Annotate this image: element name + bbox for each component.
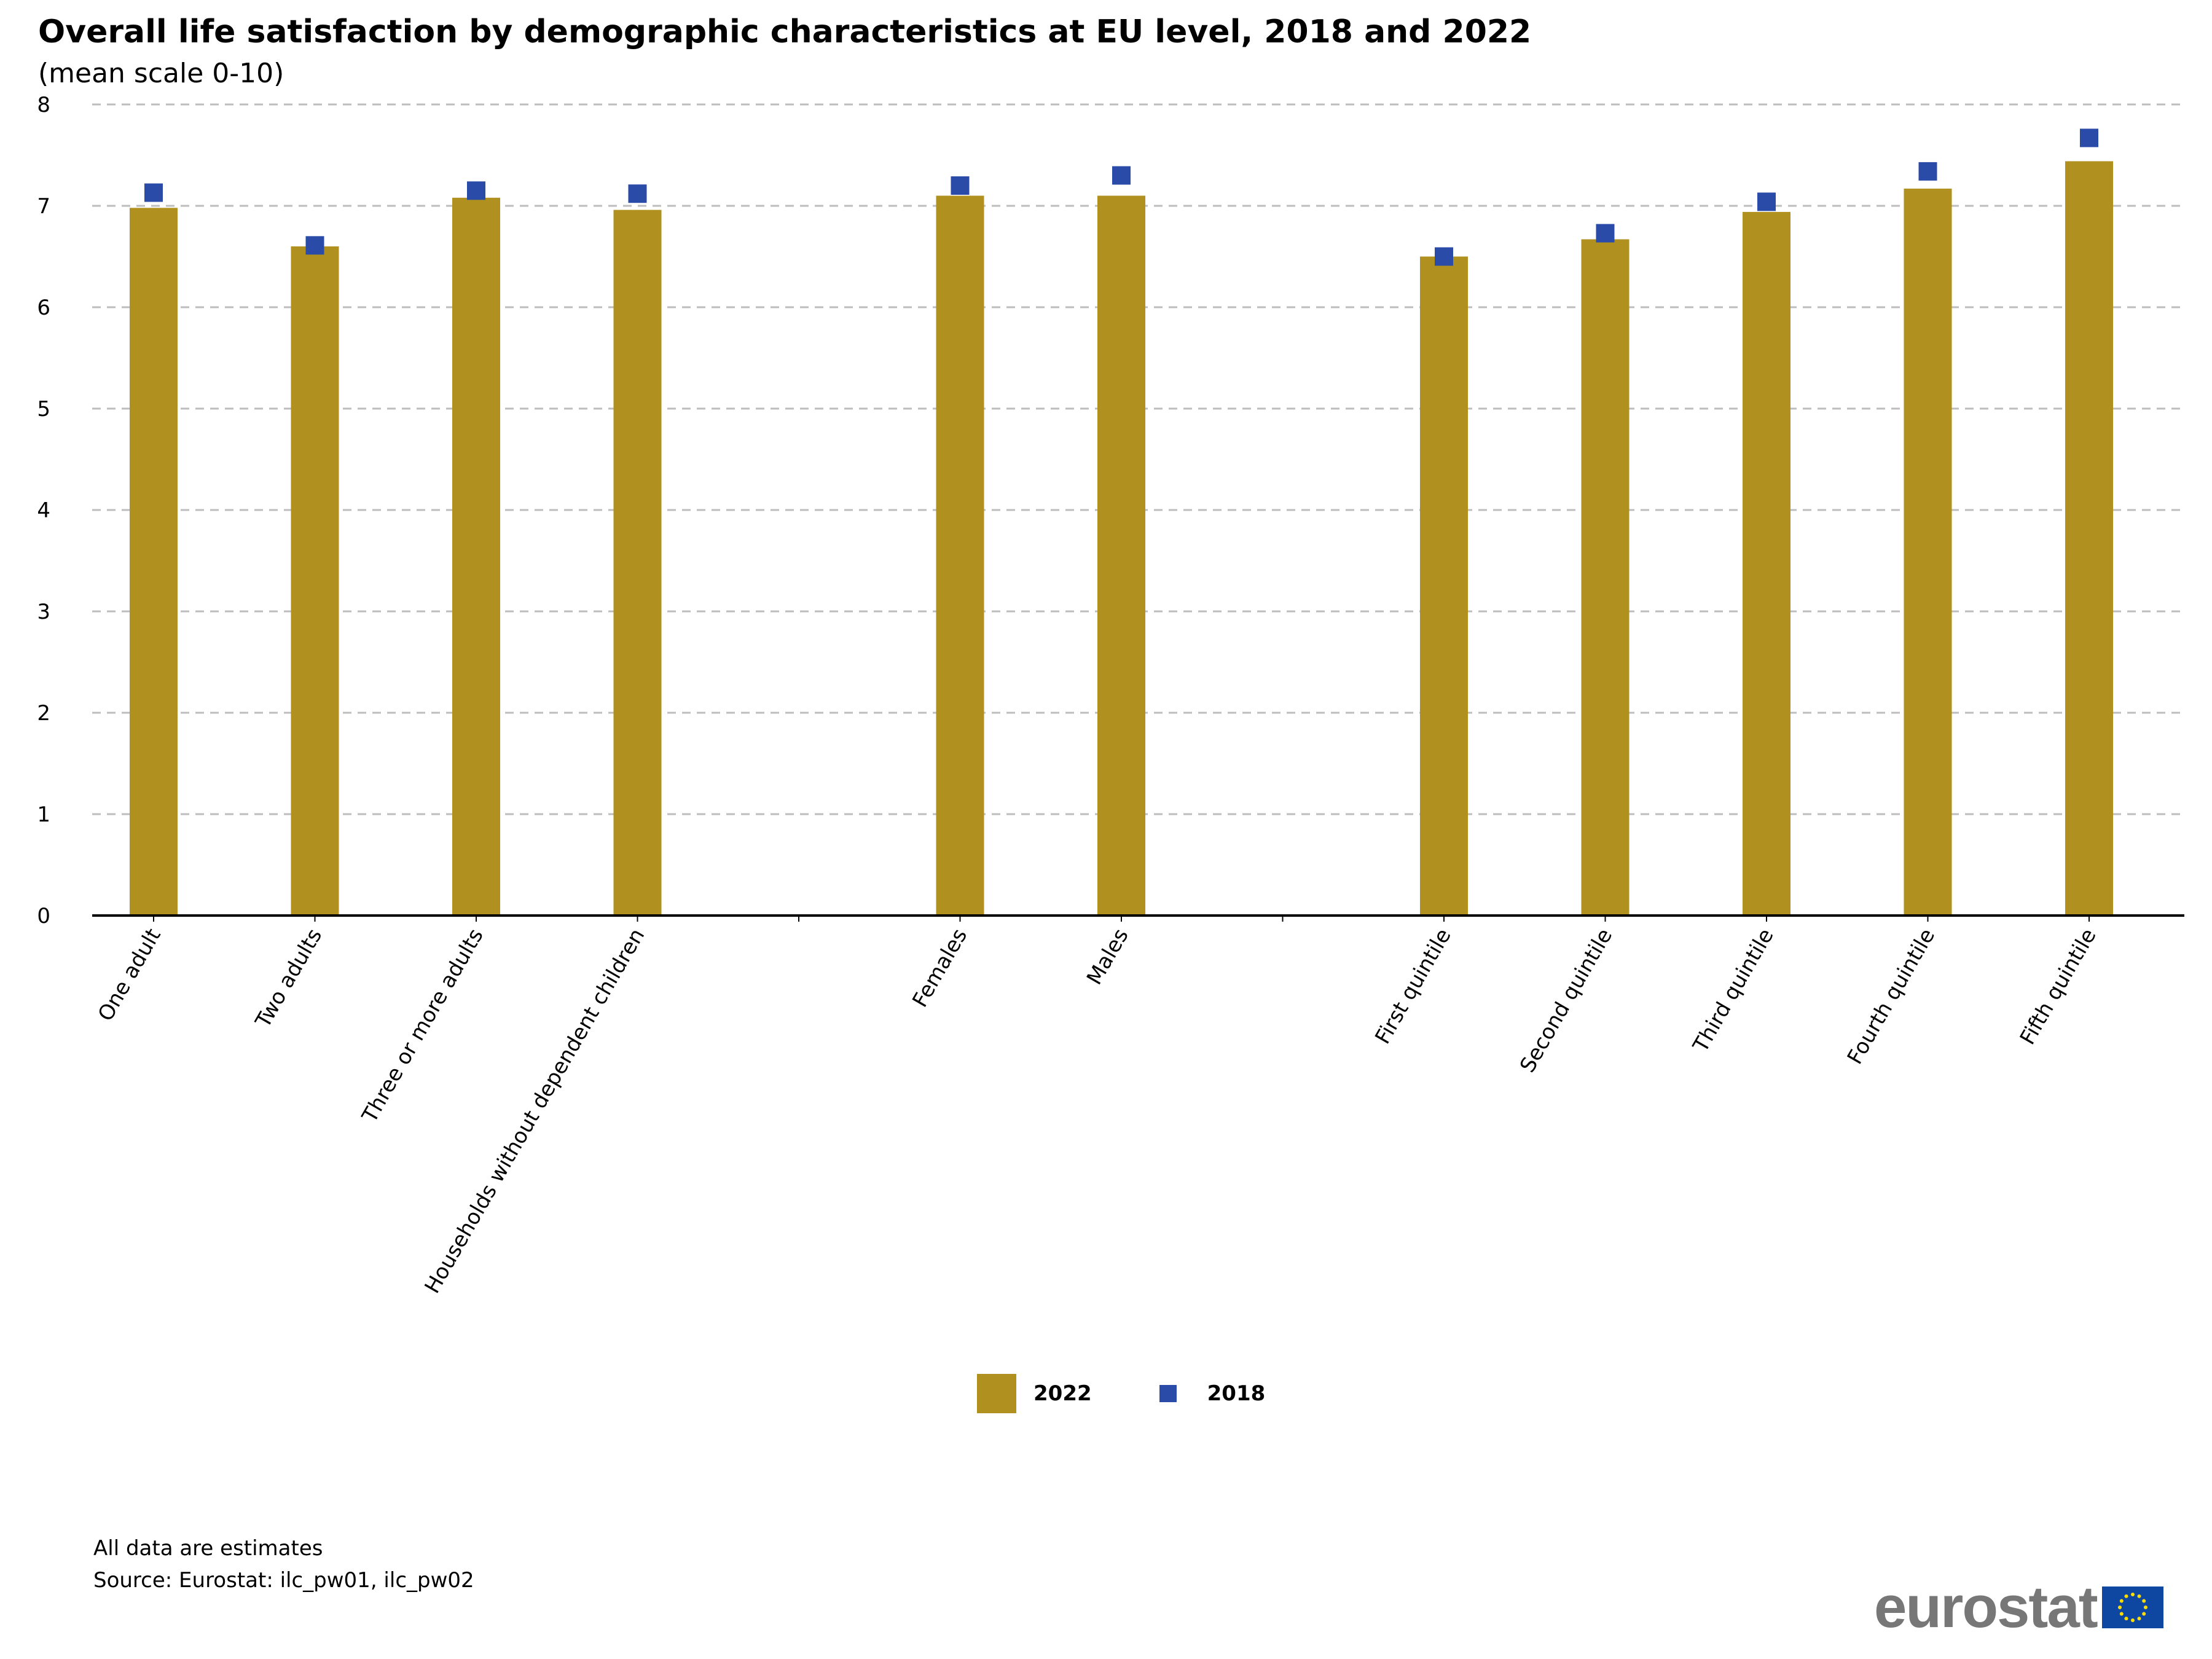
y-tick-label: 3	[37, 600, 50, 624]
bar-2022	[1904, 188, 1952, 916]
x-axis: One adult Two adults Three or more adultsH…	[92, 914, 2184, 1298]
x-tick-label: Third quintile	[1688, 925, 1779, 1057]
marker-2018	[144, 183, 163, 202]
bar-2022	[452, 197, 500, 916]
chart-title: Overall life satisfaction by demographic…	[38, 14, 1532, 50]
marker-2018	[467, 181, 485, 200]
marker-2018	[1918, 162, 1937, 181]
bars-2022	[130, 161, 2113, 916]
y-tick-label: 2	[37, 701, 50, 726]
eurostat-wordmark: eurostat	[1874, 1574, 2098, 1640]
x-tick-label: Fourth quintile	[1843, 925, 1940, 1069]
legend: 2022 2018	[977, 1374, 1265, 1413]
legend-label-2022: 2022	[1033, 1381, 1092, 1406]
y-tick-label: 5	[37, 397, 50, 422]
marker-2018	[305, 236, 324, 255]
bar-2022	[291, 246, 339, 916]
bar-2022	[1581, 239, 1630, 916]
bar-2022	[130, 208, 178, 916]
legend-swatch-2022	[977, 1374, 1016, 1413]
footnote-estimates: All data are estimates	[93, 1536, 323, 1561]
y-axis: 0 1 2 3 4 5 6 7 8	[37, 93, 50, 928]
x-tick-label: Second quintile	[1515, 925, 1617, 1077]
bar-2022	[2065, 161, 2113, 916]
bar-2022	[1743, 211, 1790, 916]
gridlines	[92, 103, 2184, 815]
marker-2018	[1112, 166, 1131, 185]
chart-subtitle: (mean scale 0-10)	[38, 58, 284, 89]
x-tick-label: Two adults	[251, 925, 327, 1033]
eu-flag-icon	[2101, 1586, 2163, 1628]
bar-2022	[1097, 195, 1145, 916]
x-tick-label: Males	[1082, 925, 1134, 989]
footnote-source: Source: Eurostat: ilc_pw01, ilc_pw02	[93, 1568, 474, 1593]
legend-swatch-2018	[1159, 1385, 1177, 1402]
bar-2022	[936, 195, 984, 916]
legend-label-2018: 2018	[1207, 1381, 1266, 1406]
x-tick-label: Females	[908, 925, 972, 1012]
marker-2018	[1757, 192, 1776, 211]
marker-2018	[628, 184, 647, 203]
marker-2018	[2080, 128, 2098, 147]
bar-2022	[1420, 256, 1468, 916]
markers-2018	[144, 128, 2098, 266]
eurostat-logo: eurostat	[1874, 1578, 2163, 1637]
y-tick-label: 4	[37, 498, 50, 523]
bar-2022	[613, 210, 662, 916]
marker-2018	[951, 176, 970, 195]
y-tick-label: 1	[37, 802, 50, 827]
x-tick-label: Three or more adults	[357, 925, 488, 1128]
y-tick-label: 7	[37, 194, 50, 219]
y-tick-label: 6	[37, 296, 50, 320]
y-tick-label: 8	[37, 93, 50, 117]
marker-2018	[1596, 224, 1615, 243]
y-tick-label: 0	[37, 904, 50, 928]
x-tick-label: One adult	[93, 925, 166, 1026]
marker-2018	[1435, 247, 1453, 266]
x-tick-label: First quintile	[1370, 925, 1456, 1049]
x-tick-label: Fifth quintile	[2015, 925, 2101, 1049]
